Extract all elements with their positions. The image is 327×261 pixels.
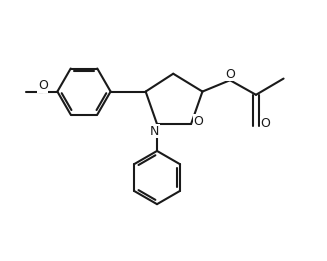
Text: O: O	[38, 79, 48, 92]
Text: N: N	[150, 125, 160, 138]
Text: O: O	[194, 115, 203, 128]
Text: O: O	[260, 116, 270, 129]
Text: O: O	[225, 68, 235, 81]
